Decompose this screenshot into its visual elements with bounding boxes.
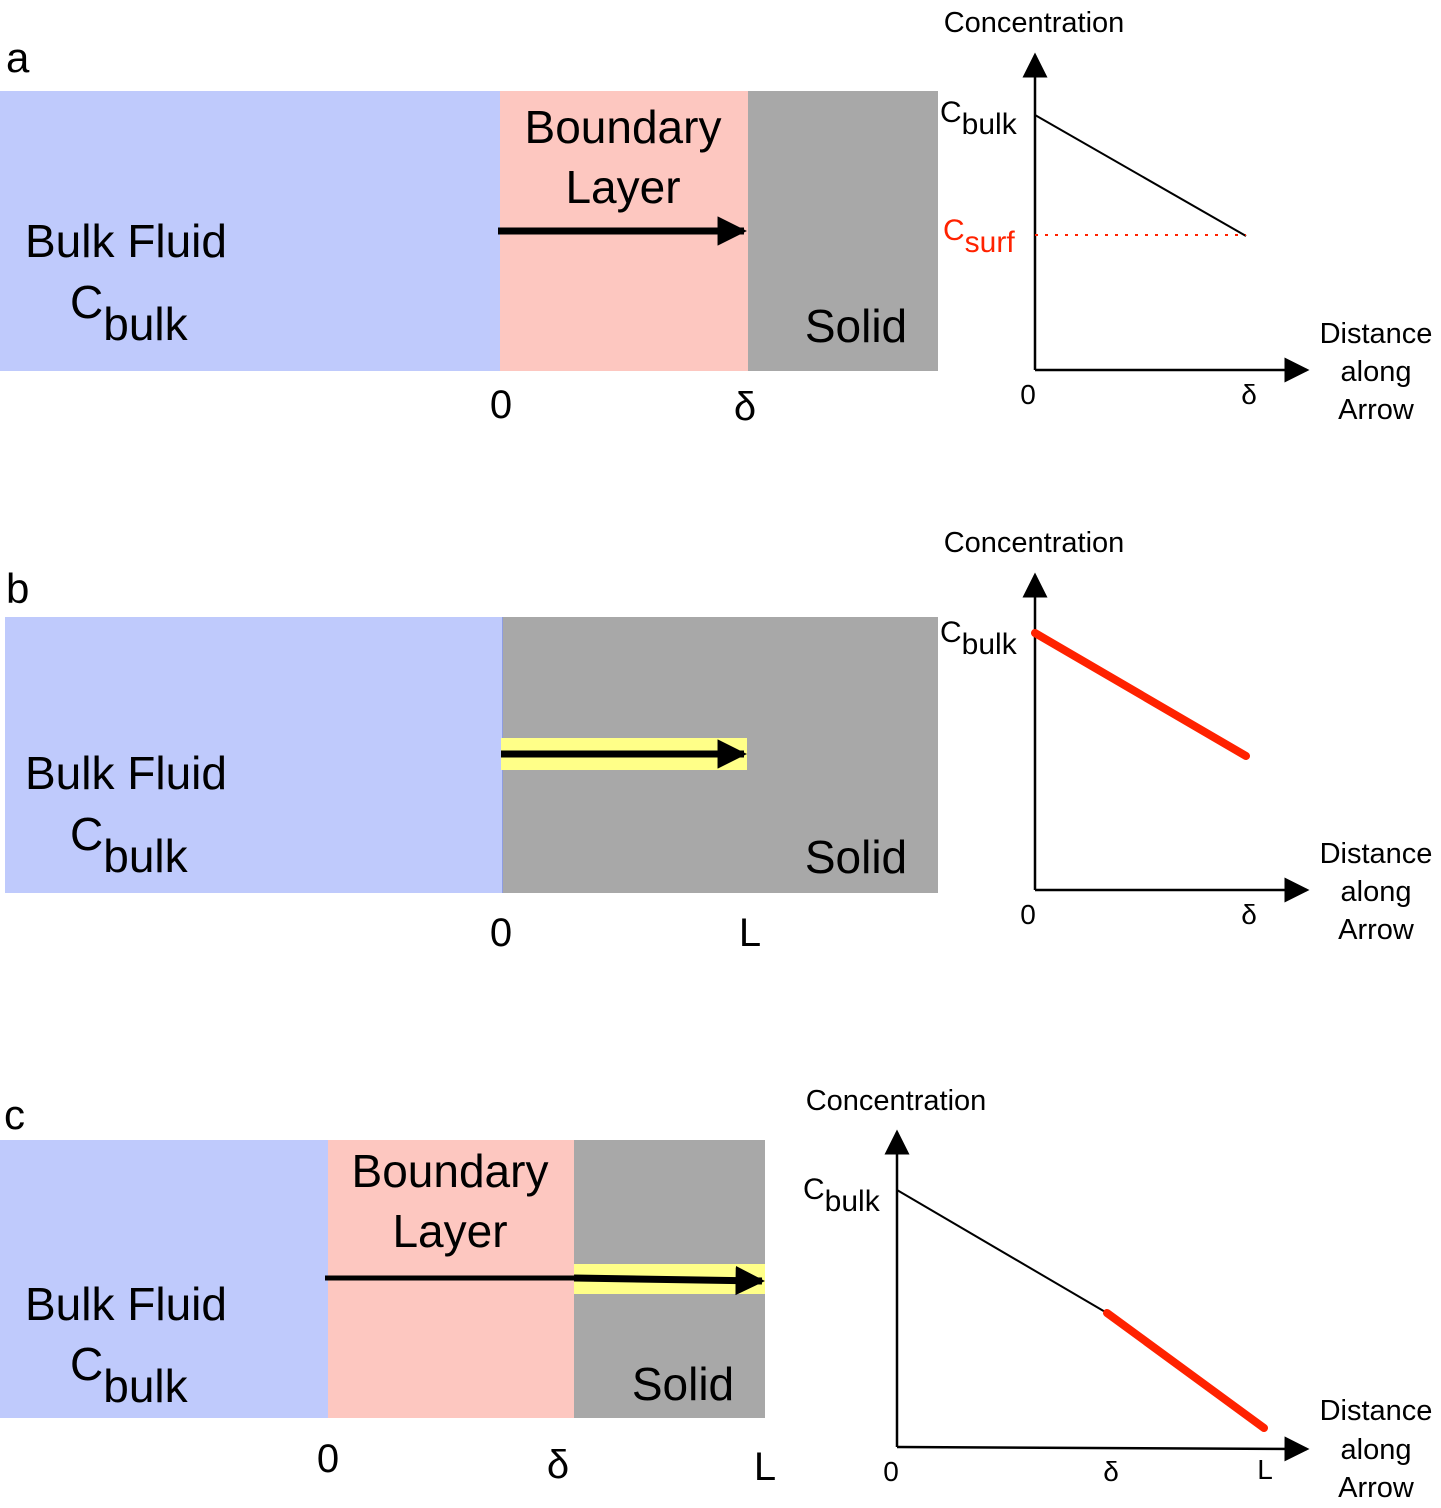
- x-axis-title-line1: Distance: [1320, 318, 1433, 350]
- x-axis-title-line2: along: [1341, 1434, 1412, 1466]
- panel-label-c: c: [4, 1091, 25, 1138]
- y-axis-title: Concentration: [944, 527, 1125, 559]
- panel-label-a: a: [6, 34, 30, 81]
- x-axis-title-line3: Arrow: [1338, 914, 1415, 946]
- concentration-graph-c: Concentration Distance along Arrow 0 δ L…: [803, 1085, 1432, 1504]
- x-axis-title-line3: Arrow: [1338, 1472, 1415, 1504]
- diffusion-arrow-solid: [573, 1265, 765, 1296]
- y-axis-title: Concentration: [944, 7, 1125, 39]
- y-axis-title: Concentration: [806, 1085, 987, 1117]
- y-mark-cbulk: Cbulk: [940, 616, 1018, 661]
- cbulk-sub: bulk: [962, 628, 1018, 661]
- x-tick-zero: 0: [883, 1456, 899, 1487]
- bulk-concentration-label: Cbulk: [70, 1338, 189, 1412]
- x-axis-title-line3: Arrow: [1338, 394, 1415, 426]
- csurf-sub: surf: [965, 226, 1016, 259]
- concentration-profile-line: [1034, 114, 1247, 237]
- panel-a: a Bulk Fluid Cbulk Boundary Layer Solid …: [0, 7, 1432, 429]
- position-tick-zero: 0: [317, 1437, 339, 1481]
- solid-label: Solid: [805, 300, 907, 352]
- bulk-concentration-label: Cbulk: [70, 276, 189, 350]
- position-tick-zero: 0: [490, 911, 512, 955]
- bulk-conc-sub: bulk: [103, 830, 188, 882]
- panel-b: b Bulk Fluid Cbulk Solid 0 L Concentrati…: [5, 527, 1432, 955]
- boundary-layer-label-line2: Layer: [392, 1205, 507, 1257]
- bulk-conc-sub: bulk: [103, 298, 188, 350]
- bulk-fluid-label: Bulk Fluid: [25, 1278, 227, 1330]
- y-mark-cbulk: Cbulk: [940, 96, 1018, 141]
- x-tick-delta: δ: [1241, 379, 1257, 410]
- panel-c: c Bulk Fluid Cbulk Boundary Layer Solid …: [0, 1085, 1432, 1504]
- y-mark-csurf: Csurf: [943, 214, 1015, 259]
- position-tick-L: L: [754, 1445, 776, 1489]
- solid-region: [748, 91, 938, 371]
- position-tick-L: L: [739, 911, 761, 955]
- solid-label: Solid: [632, 1358, 734, 1410]
- csurf-main: C: [943, 214, 965, 247]
- x-axis-title-line1: Distance: [1320, 838, 1433, 870]
- cbulk-sub: bulk: [962, 108, 1018, 141]
- x-axis-title-line2: along: [1341, 356, 1412, 388]
- boundary-layer-label-line1: Boundary: [525, 101, 722, 153]
- bulk-conc-main: C: [70, 808, 103, 860]
- x-axis-title-line2: along: [1341, 876, 1412, 908]
- concentration-profile-boundary-layer: [896, 1189, 1108, 1314]
- bulk-fluid-label: Bulk Fluid: [25, 747, 227, 799]
- x-tick-zero: 0: [1020, 899, 1036, 930]
- bulk-concentration-label: Cbulk: [70, 808, 189, 882]
- bulk-fluid-region: [5, 617, 503, 893]
- y-mark-cbulk: Cbulk: [803, 1173, 881, 1218]
- cbulk-main: C: [803, 1173, 825, 1206]
- boundary-layer-label-line1: Boundary: [352, 1145, 549, 1197]
- position-tick-delta: δ: [547, 1443, 569, 1487]
- boundary-layer-label-line2: Layer: [565, 161, 680, 213]
- x-axis-title-line1: Distance: [1320, 1395, 1433, 1427]
- x-tick-delta: δ: [1241, 899, 1257, 930]
- x-tick-L: L: [1257, 1454, 1273, 1485]
- cbulk-main: C: [940, 96, 962, 129]
- x-axis: [896, 1436, 1310, 1462]
- concentration-profile-line: [1031, 629, 1250, 760]
- bulk-fluid-region: [0, 1140, 328, 1418]
- concentration-graph-b: Concentration Distance along Arrow 0 δ C…: [940, 527, 1432, 946]
- x-tick-zero: 0: [1020, 379, 1036, 410]
- x-tick-delta: δ: [1103, 1456, 1119, 1487]
- position-tick-delta: δ: [734, 385, 756, 429]
- position-tick-zero: 0: [490, 383, 512, 427]
- bulk-conc-sub: bulk: [103, 1360, 188, 1412]
- concentration-graph-a: Concentration Distance along Arrow 0 δ C…: [940, 7, 1432, 426]
- solid-label: Solid: [805, 831, 907, 883]
- bulk-fluid-label: Bulk Fluid: [25, 215, 227, 267]
- panel-label-b: b: [6, 565, 29, 612]
- bulk-fluid-region: [0, 91, 500, 371]
- cbulk-main: C: [940, 616, 962, 649]
- cbulk-sub: bulk: [825, 1185, 881, 1218]
- bulk-conc-main: C: [70, 1338, 103, 1390]
- concentration-profile-solid: [1103, 1309, 1268, 1432]
- bulk-conc-main: C: [70, 276, 103, 328]
